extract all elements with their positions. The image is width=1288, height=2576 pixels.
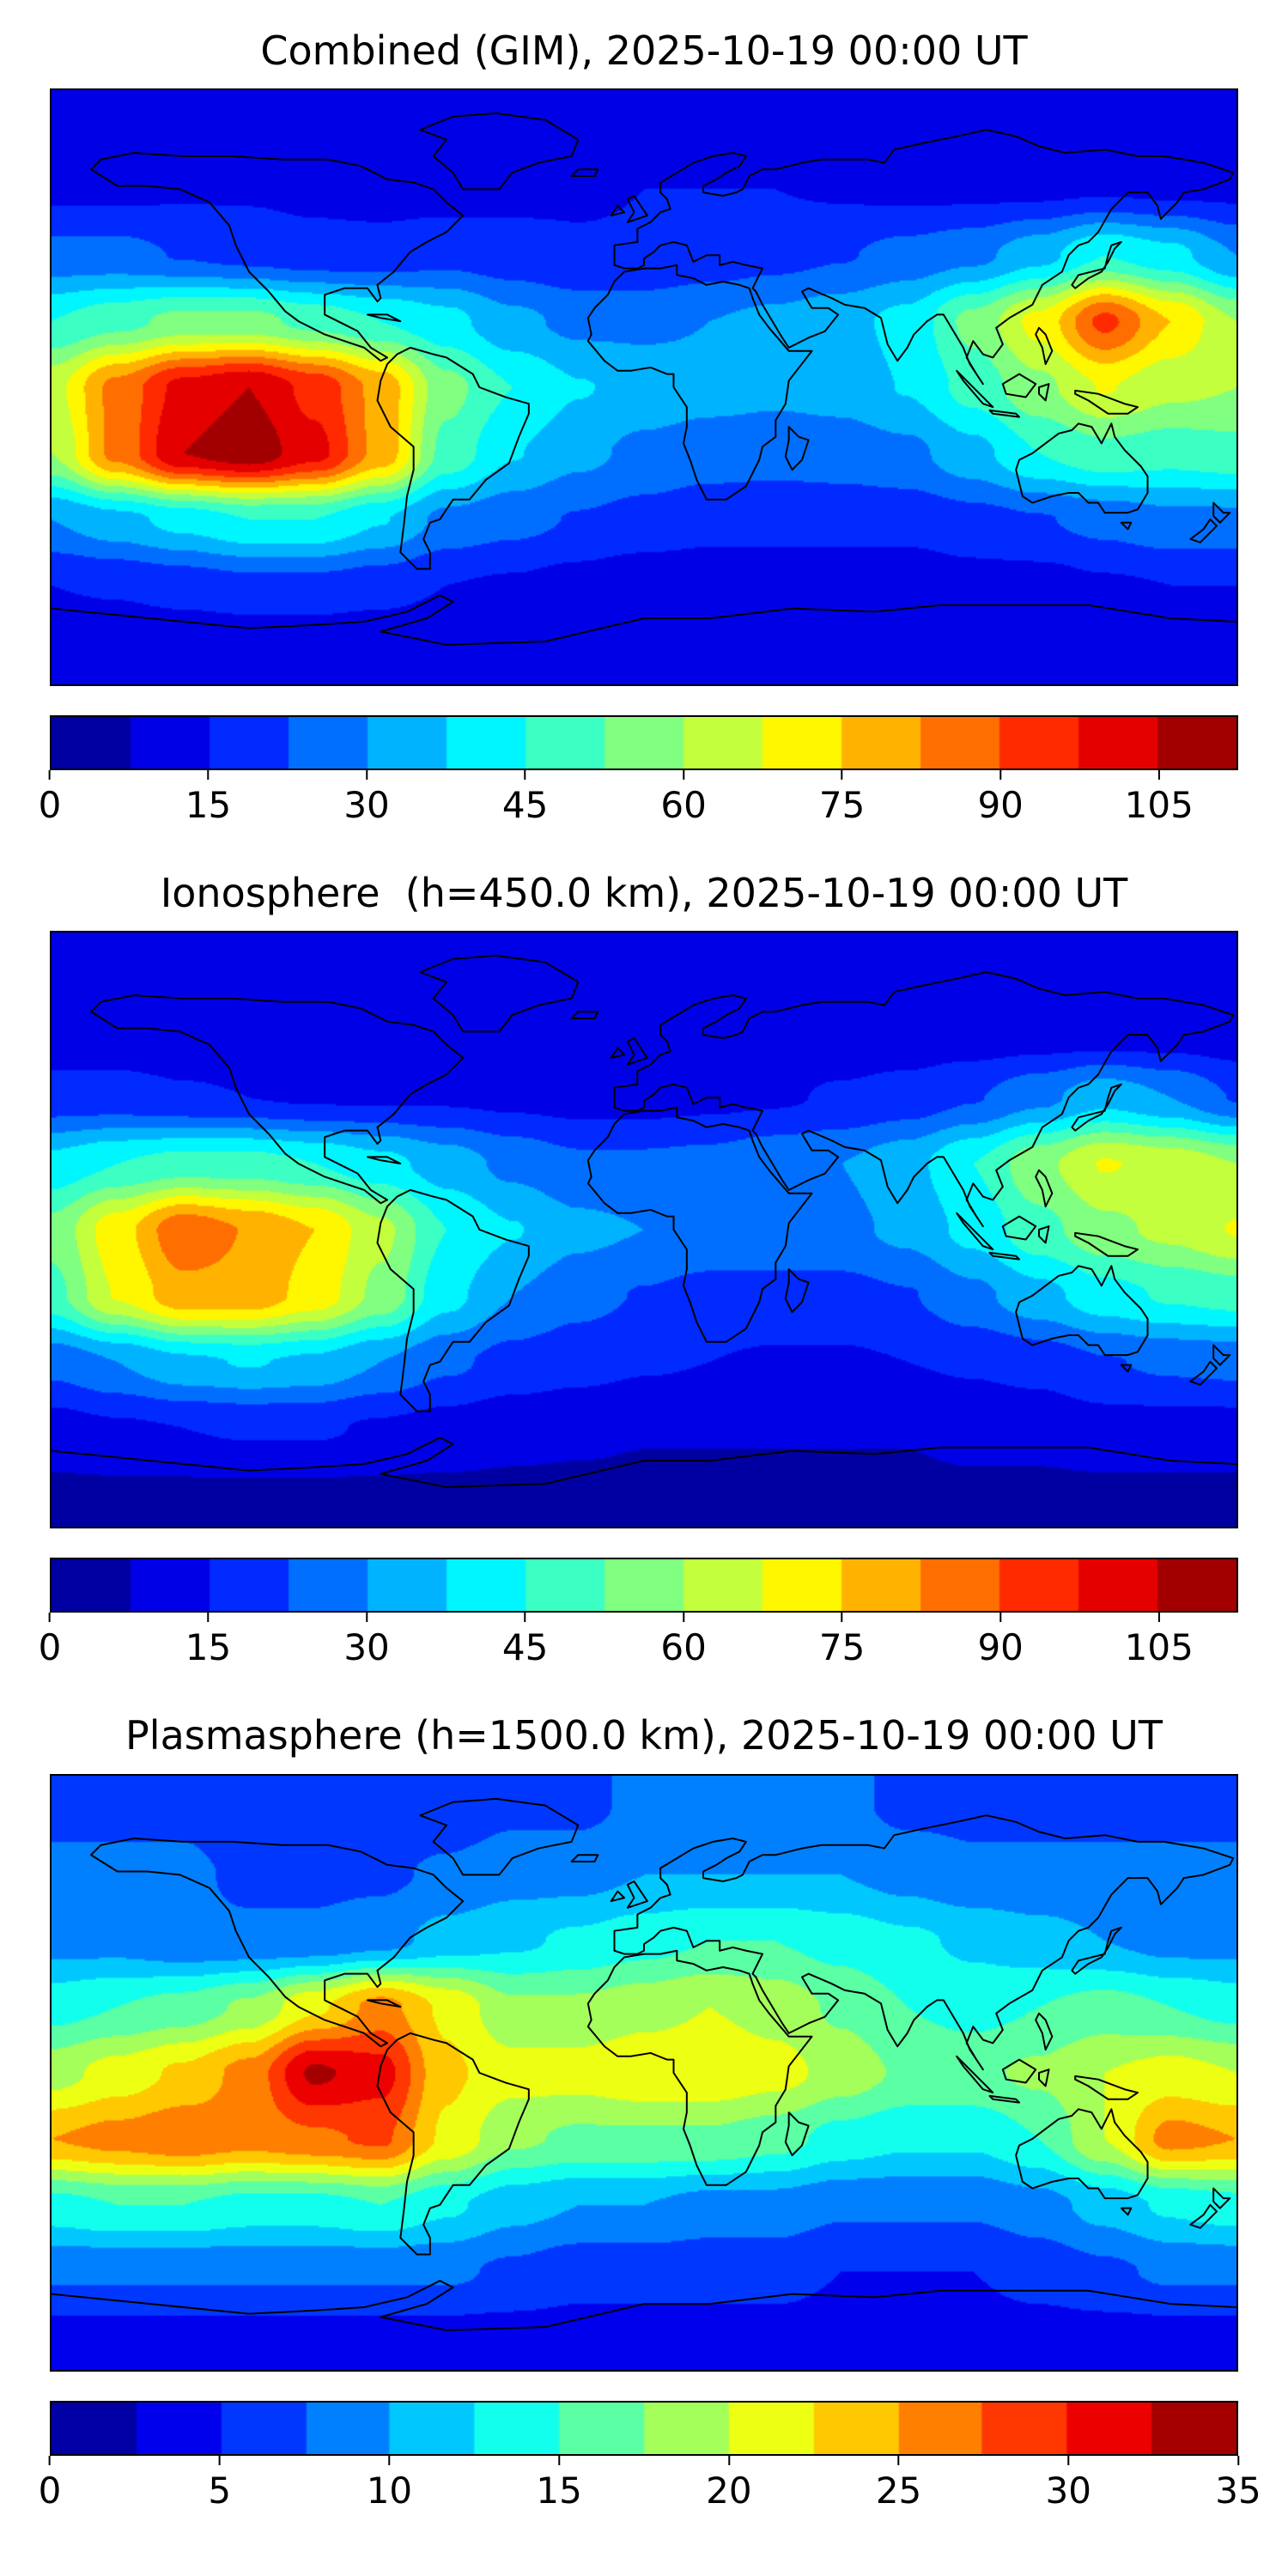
colorbar-tick-label: 60 [660,1626,707,1669]
colorbar-tick-mark [48,2455,51,2465]
colorbar-tick-mark [1236,2455,1239,2465]
colorbar-gradient [52,2402,1236,2454]
colorbar-tick-mark [1157,1613,1160,1623]
tec-map-combined [50,88,1238,687]
colorbar-tick: 25 [875,2455,922,2512]
colorbar-tick: 15 [185,770,231,826]
colorbar-tick-label: 25 [875,2469,922,2512]
colorbar-tick-mark [727,2455,730,2465]
colorbar-tick-mark [207,1613,210,1623]
panel-title: Ionosphere (h=450.0 km), 2025-10-19 00:0… [160,870,1128,917]
colorbar-tick-label: 15 [185,784,232,827]
colorbar-tick-label: 0 [38,1626,62,1669]
colorbar-tick: 30 [1045,2455,1092,2512]
colorbar-tick-label: 90 [977,784,1024,827]
colorbar-tick: 0 [38,1613,62,1669]
colorbar-gradient [52,717,1236,769]
colorbar-tick: 15 [536,2455,582,2512]
colorbar-tick-label: 45 [501,1626,549,1669]
colorbar-tick-mark [841,770,843,781]
colorbar-tick: 45 [502,1613,548,1668]
colorbar-tick: 90 [977,1613,1024,1669]
colorbar-tick: 105 [1125,1613,1194,1668]
colorbar-tick-label: 45 [501,784,549,827]
colorbar-tick-label: 0 [38,784,62,827]
colorbar-tick: 90 [977,770,1024,827]
colorbar [50,715,1238,771]
colorbar-tick: 10 [366,2455,413,2512]
colorbar-tick-label: 90 [977,1626,1024,1669]
colorbar-tick-label: 10 [366,2469,413,2512]
coastlines-overlay [52,1776,1236,2370]
colorbar-tick-mark [897,2455,900,2465]
coastlines-overlay [52,90,1236,684]
colorbar-tick-label: 105 [1124,1626,1194,1669]
colorbar-tick-label: 15 [536,2469,582,2512]
panel-ionosphere: Ionosphere (h=450.0 km), 2025-10-19 00:0… [39,870,1238,1674]
colorbar-tick-mark [388,2455,391,2465]
colorbar [50,2400,1238,2456]
colorbar-tick-mark [48,1613,51,1623]
colorbar-tick-label: 30 [343,784,390,827]
colorbar-tick: 30 [343,770,390,827]
colorbar-tick: 75 [819,1613,865,1668]
colorbar-tick-label: 105 [1124,784,1194,827]
colorbar-tick-label: 30 [343,1626,390,1669]
colorbar-tick: 0 [38,2455,62,2512]
colorbar-tick-label: 20 [706,2469,752,2512]
colorbar-tick-label: 75 [818,784,866,827]
colorbar-tick-row: 0 15 30 45 60 75 90 105 [39,1613,1238,1674]
colorbar-tick: 60 [660,770,707,827]
colorbar-tick-mark [558,2455,561,2465]
colorbar-tick-mark [683,1613,685,1623]
colorbar-tick: 105 [1125,770,1194,826]
colorbar-tick-label: 75 [818,1626,866,1669]
colorbar-tick-mark [841,1613,843,1623]
panel-plasmasphere: Plasmasphere (h=1500.0 km), 2025-10-19 0… [39,1712,1261,2518]
colorbar-gradient [52,1559,1236,1612]
colorbar-tick: 75 [819,770,865,826]
colorbar-tick-mark [999,1613,1002,1623]
colorbar-tick-mark [683,770,685,781]
panel-title: Combined (GIM), 2025-10-19 00:00 UT [260,27,1028,74]
colorbar-tick-label: 5 [208,2469,232,2512]
colorbar-tick-label: 35 [1215,2469,1261,2512]
colorbar-tick: 30 [343,1613,390,1669]
colorbar-tick-row: 0 5 10 15 20 25 30 35 [39,2455,1261,2518]
colorbar-tick-mark [524,770,526,781]
colorbar [50,1558,1238,1613]
colorbar-tick-mark [366,1613,368,1623]
colorbar-tick-label: 15 [185,1626,232,1669]
colorbar-tick-label: 60 [660,784,707,827]
colorbar-tick: 0 [38,770,62,827]
colorbar-tick-label: 30 [1045,2469,1092,2512]
figure: Combined (GIM), 2025-10-19 00:00 UT 0 15 3… [39,27,1261,2518]
colorbar-tick: 20 [706,2455,752,2512]
tec-map-ionosphere [50,931,1238,1529]
panel-combined-gim: Combined (GIM), 2025-10-19 00:00 UT 0 15 3… [39,27,1238,832]
colorbar-tick: 15 [185,1613,231,1668]
colorbar-tick-mark [1157,770,1160,781]
coastlines-overlay [52,933,1236,1527]
colorbar-tick: 45 [502,770,548,826]
colorbar-tick: 60 [660,1613,707,1669]
colorbar-tick-label: 0 [38,2469,62,2512]
colorbar-tick-mark [524,1613,526,1623]
colorbar-tick-mark [207,770,210,781]
tec-map-plasmasphere [50,1773,1238,2372]
colorbar-tick-mark [366,770,368,781]
colorbar-tick: 5 [208,2455,232,2512]
colorbar-tick-mark [218,2455,221,2465]
colorbar-tick-row: 0 15 30 45 60 75 90 105 [39,770,1238,832]
colorbar-tick-mark [999,770,1002,781]
colorbar-tick: 35 [1215,2455,1261,2512]
panel-title: Plasmasphere (h=1500.0 km), 2025-10-19 0… [125,1712,1163,1759]
colorbar-tick-mark [1067,2455,1070,2465]
colorbar-tick-mark [48,770,51,781]
